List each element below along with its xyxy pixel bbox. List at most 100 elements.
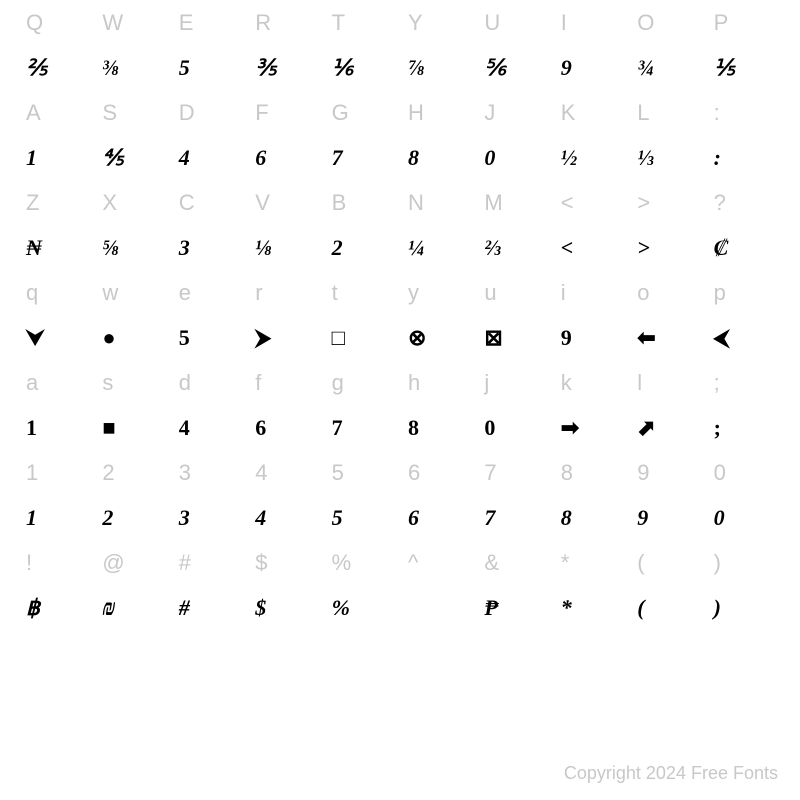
- glyph-sample: 6: [247, 145, 323, 170]
- key-label: f: [247, 370, 323, 395]
- glyph-sample: 8: [400, 415, 476, 440]
- key-label: &: [476, 550, 552, 575]
- key-label: C: [171, 190, 247, 215]
- glyph-sample: :: [706, 145, 782, 170]
- glyph-sample: 2: [94, 505, 170, 530]
- key-label: N: [400, 190, 476, 215]
- key-label: j: [476, 370, 552, 395]
- glyph-sample: 9: [553, 55, 629, 80]
- glyph-sample: 1: [18, 415, 94, 440]
- glyph-sample: ⅖: [18, 55, 94, 80]
- glyph-sample: ₱: [476, 595, 552, 620]
- key-label: U: [476, 10, 552, 35]
- glyph-sample: ⅗: [247, 55, 323, 80]
- glyph-sample: ⅙: [324, 55, 400, 80]
- key-label: J: [476, 100, 552, 125]
- glyph-sample: ;: [706, 415, 782, 440]
- glyph-sample: 4: [171, 145, 247, 170]
- key-label: 7: [476, 460, 552, 485]
- key-label: %: [324, 550, 400, 575]
- glyph-sample: ₡: [706, 235, 782, 260]
- key-label: A: [18, 100, 94, 125]
- glyph-sample: ⬈: [629, 415, 705, 440]
- key-label: l: [629, 370, 705, 395]
- glyph-sample: [400, 595, 476, 620]
- key-label: B: [324, 190, 400, 215]
- key-label: M: [476, 190, 552, 215]
- key-label: 5: [324, 460, 400, 485]
- key-label: Q: [18, 10, 94, 35]
- glyph-sample: ¾: [629, 55, 705, 80]
- glyph-sample: (: [629, 595, 705, 620]
- key-label: 1: [18, 460, 94, 485]
- glyph-sample: 3: [171, 505, 247, 530]
- glyph-sample: 5: [324, 505, 400, 530]
- glyph-sample: ●: [94, 325, 170, 350]
- key-label: X: [94, 190, 170, 215]
- glyph-sample: 5: [171, 55, 247, 80]
- key-label: 0: [706, 460, 782, 485]
- key-label: s: [94, 370, 170, 395]
- key-label: 4: [247, 460, 323, 485]
- key-label: $: [247, 550, 323, 575]
- glyph-sample: 0: [476, 145, 552, 170]
- glyph-sample: ➡: [553, 415, 629, 440]
- glyph-sample: 1: [18, 505, 94, 530]
- key-label: L: [629, 100, 705, 125]
- key-label: V: [247, 190, 323, 215]
- glyph-sample: $: [247, 595, 323, 620]
- key-label: t: [324, 280, 400, 305]
- key-label: w: [94, 280, 170, 305]
- key-label: D: [171, 100, 247, 125]
- key-label: 6: [400, 460, 476, 485]
- glyph-sample: ⅓: [629, 145, 705, 170]
- key-label: g: [324, 370, 400, 395]
- key-label: P: [706, 10, 782, 35]
- key-label: >: [629, 190, 705, 215]
- key-label: a: [18, 370, 94, 395]
- glyph-sample: 7: [324, 145, 400, 170]
- glyph-sample: ⬅: [629, 325, 705, 350]
- key-label: O: [629, 10, 705, 35]
- glyph-sample: ⅝: [94, 235, 170, 260]
- key-label: d: [171, 370, 247, 395]
- glyph-sample: ⊗: [400, 325, 476, 350]
- key-label: ): [706, 550, 782, 575]
- key-label: y: [400, 280, 476, 305]
- glyph-sample: 9: [553, 325, 629, 350]
- key-label: !: [18, 550, 94, 575]
- glyph-sample: ⮞: [247, 325, 323, 350]
- glyph-sample: ⮜: [706, 325, 782, 350]
- glyph-sample: 0: [476, 415, 552, 440]
- key-label: Z: [18, 190, 94, 215]
- glyph-sample: ¼: [400, 235, 476, 260]
- glyph-sample: ⅞: [400, 55, 476, 80]
- key-label: E: [171, 10, 247, 35]
- glyph-sample: ⮟: [18, 325, 94, 350]
- key-label: <: [553, 190, 629, 215]
- glyph-sample: □: [324, 325, 400, 350]
- key-label: p: [706, 280, 782, 305]
- glyph-sample: ₪: [94, 595, 170, 620]
- glyph-sample: <: [553, 235, 629, 260]
- key-label: u: [476, 280, 552, 305]
- glyph-sample: %: [324, 595, 400, 620]
- glyph-sample: 6: [400, 505, 476, 530]
- glyph-sample: 2: [324, 235, 400, 260]
- key-label: R: [247, 10, 323, 35]
- key-label: h: [400, 370, 476, 395]
- glyph-sample: 4: [247, 505, 323, 530]
- key-label: H: [400, 100, 476, 125]
- key-label: ;: [706, 370, 782, 395]
- glyph-sample: ⅔: [476, 235, 552, 260]
- key-label: r: [247, 280, 323, 305]
- glyph-sample: *: [553, 595, 629, 620]
- glyph-sample: >: [629, 235, 705, 260]
- glyph-sample: ): [706, 595, 782, 620]
- glyph-sample: ■: [94, 415, 170, 440]
- glyph-sample: 4: [171, 415, 247, 440]
- key-label: e: [171, 280, 247, 305]
- key-label: I: [553, 10, 629, 35]
- key-label: #: [171, 550, 247, 575]
- key-label: k: [553, 370, 629, 395]
